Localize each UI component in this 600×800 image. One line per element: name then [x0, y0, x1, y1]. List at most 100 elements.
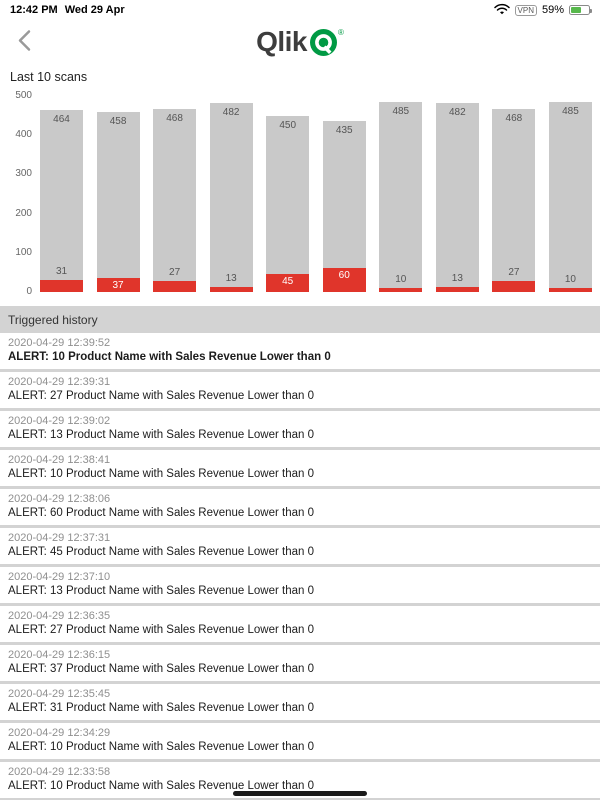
history-alert-text: ALERT: 37 Product Name with Sales Revenu…	[8, 663, 314, 675]
bar-triggered-label: 37	[112, 279, 124, 291]
bar-total-segment: 482 13	[209, 103, 253, 292]
history-alert-text: ALERT: 13 Product Name with Sales Revenu…	[8, 585, 314, 597]
history-list: 2020-04-29 12:39:52 ALERT: 10 Product Nam…	[0, 333, 600, 798]
y-axis-label: 300	[15, 168, 32, 180]
bar-total-label: 450	[279, 119, 297, 131]
chevron-left-icon	[18, 30, 31, 51]
history-timestamp: 2020-04-29 12:37:10	[8, 571, 111, 583]
bar-triggered-segment	[435, 286, 479, 292]
bar-triggered-label: 31	[55, 265, 68, 277]
history-row[interactable]: 2020-04-29 12:36:15 ALERT: 37 Product Nam…	[0, 645, 600, 681]
bar-triggered-segment	[209, 286, 253, 292]
history-row[interactable]: 2020-04-29 12:35:45 ALERT: 31 Product Nam…	[0, 684, 600, 720]
bar-triggered-segment: 45	[266, 274, 310, 292]
y-axis-label: 400	[15, 129, 32, 141]
bar-total-segment: 482 13	[435, 103, 479, 292]
bar-triggered-segment: 37	[96, 277, 140, 292]
history-timestamp: 2020-04-29 12:35:45	[8, 688, 111, 700]
qlik-logo: Qlik ®	[256, 28, 344, 56]
history-alert-text: ALERT: 45 Product Name with Sales Revenu…	[8, 546, 314, 558]
bar-triggered-label: 60	[338, 270, 350, 282]
bar-column-scan-9[interactable]: 468 27	[492, 96, 536, 292]
history-row[interactable]: 2020-04-29 12:37:31 ALERT: 45 Product Nam…	[0, 528, 600, 564]
history-timestamp: 2020-04-29 12:39:31	[8, 376, 111, 388]
bar-triggered-label: 13	[451, 272, 463, 284]
vpn-badge: VPN	[514, 4, 537, 16]
history-timestamp: 2020-04-29 12:33:58	[8, 766, 111, 778]
chart-title: Last 10 scans	[10, 70, 88, 84]
bar-column-scan-1[interactable]: 464 31	[40, 96, 83, 292]
bar-triggered-label: 27	[508, 267, 520, 279]
history-row[interactable]: 2020-04-29 12:39:52 ALERT: 10 Product Nam…	[0, 333, 600, 369]
bar-chart-plot: 464 31 458 37 468 27 482 13 450 45 435 60 485 10 482 13…	[40, 96, 592, 292]
history-row[interactable]: 2020-04-29 12:38:06 ALERT: 60 Product Nam…	[0, 489, 600, 525]
status-bar: 12:42 PM Wed 29 Apr VPN 59%	[0, 0, 600, 20]
bar-triggered-segment	[492, 281, 536, 292]
back-button[interactable]	[12, 26, 37, 59]
bar-column-scan-6[interactable]: 435 60	[322, 96, 366, 292]
history-row[interactable]: 2020-04-29 12:36:35 ALERT: 27 Product Nam…	[0, 606, 600, 642]
bar-column-scan-2[interactable]: 458 37	[96, 96, 140, 292]
history-alert-text: ALERT: 60 Product Name with Sales Revenu…	[8, 507, 314, 519]
history-row[interactable]: 2020-04-29 12:39:31 ALERT: 27 Product Nam…	[0, 372, 600, 408]
history-header: Triggered history	[8, 313, 98, 327]
triggered-history-section: Triggered history 2020-04-29 12:39:52 ALE…	[0, 306, 600, 800]
bar-total-label: 468	[505, 112, 523, 124]
bar-total-label: 485	[392, 105, 410, 117]
bar-total-segment: 468 27	[492, 108, 536, 292]
history-row[interactable]: 2020-04-29 12:34:29 ALERT: 10 Product Nam…	[0, 723, 600, 759]
bar-total-label: 485	[562, 105, 579, 117]
history-row[interactable]: 2020-04-29 12:39:02 ALERT: 13 Product Nam…	[0, 411, 600, 447]
history-alert-text: ALERT: 10 Product Name with Sales Revenu…	[8, 468, 314, 480]
battery-fill	[571, 7, 582, 13]
bar-column-scan-10[interactable]: 485 10	[548, 96, 592, 292]
history-alert-text: ALERT: 31 Product Name with Sales Revenu…	[8, 702, 314, 714]
bar-triggered-segment: 60	[322, 268, 366, 292]
bar-triggered-segment	[153, 281, 197, 292]
qlik-q-icon	[310, 29, 337, 56]
history-timestamp: 2020-04-29 12:36:15	[8, 649, 111, 661]
bar-total-segment: 485 10	[548, 101, 592, 292]
bar-triggered-segment	[40, 279, 83, 292]
bar-column-scan-5[interactable]: 450 45	[266, 96, 310, 292]
bar-total-label: 435	[335, 125, 353, 137]
bar-total-segment: 485 10	[379, 101, 423, 292]
y-axis-label: 0	[26, 286, 32, 297]
home-indicator[interactable]	[233, 791, 367, 796]
y-axis-label: 100	[15, 246, 32, 258]
bar-triggered-segment	[548, 288, 592, 292]
bar-triggered-label: 10	[395, 274, 407, 286]
battery-icon	[569, 5, 592, 15]
history-row[interactable]: 2020-04-29 12:37:10 ALERT: 13 Product Nam…	[0, 567, 600, 603]
qlik-logo-text: Qlik	[256, 26, 307, 57]
history-alert-text: ALERT: 10 Product Name with Sales Revenu…	[8, 351, 331, 363]
bar-total-segment: 435 60	[322, 121, 366, 292]
history-timestamp: 2020-04-29 12:38:06	[8, 493, 111, 505]
history-timestamp: 2020-04-29 12:39:02	[8, 415, 111, 427]
bar-total-label: 482	[222, 107, 240, 119]
bar-column-scan-4[interactable]: 482 13	[209, 96, 253, 292]
bar-total-segment: 464 31	[40, 110, 83, 292]
bar-column-scan-3[interactable]: 468 27	[153, 96, 197, 292]
history-timestamp: 2020-04-29 12:36:35	[8, 610, 111, 622]
history-timestamp: 2020-04-29 12:39:52	[8, 337, 111, 349]
history-row[interactable]: 2020-04-29 12:38:41 ALERT: 10 Product Nam…	[0, 450, 600, 486]
y-axis-label: 500	[15, 90, 32, 101]
wifi-icon	[493, 3, 510, 18]
history-alert-text: ALERT: 27 Product Name with Sales Revenu…	[8, 624, 314, 636]
bar-total-label: 458	[109, 116, 127, 128]
status-time: 12:42 PM	[10, 4, 58, 16]
bar-triggered-label: 13	[225, 272, 237, 284]
bar-column-scan-8[interactable]: 482 13	[435, 96, 479, 292]
bar-triggered-label: 10	[564, 274, 576, 286]
bar-column-scan-7[interactable]: 485 10	[379, 96, 423, 292]
bar-total-label: 468	[166, 112, 183, 124]
registered-mark: ®	[338, 28, 344, 37]
bar-triggered-label: 45	[282, 276, 294, 288]
history-alert-text: ALERT: 10 Product Name with Sales Revenu…	[8, 741, 314, 753]
status-right: VPN 59%	[493, 3, 592, 18]
battery-cap	[590, 8, 592, 13]
y-axis: 0 100 200 300 400 500	[10, 90, 40, 297]
bar-total-label: 464	[53, 114, 70, 126]
